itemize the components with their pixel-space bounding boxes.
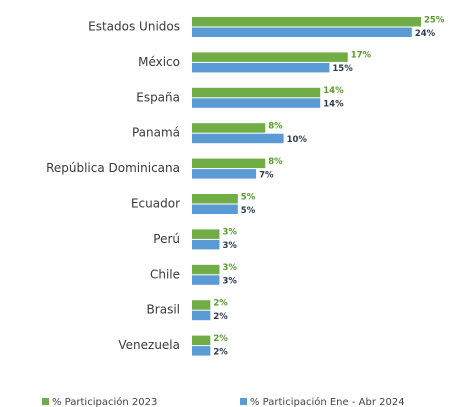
category-label: Estados Unidos xyxy=(88,20,180,34)
bar xyxy=(192,346,211,356)
bar xyxy=(192,229,220,239)
bar xyxy=(192,335,211,346)
legend-label: % Participación 2023 xyxy=(52,396,157,407)
value-label: 8% xyxy=(268,121,283,131)
value-label: 14% xyxy=(323,86,344,96)
bar xyxy=(192,169,257,179)
category-label: Chile xyxy=(150,267,180,281)
category-label: España xyxy=(136,90,180,104)
bar xyxy=(192,52,348,62)
legend-swatch xyxy=(240,398,247,405)
category-label: República Dominicana xyxy=(46,161,180,175)
value-label: 25% xyxy=(424,15,445,25)
category-label: Brasil xyxy=(147,303,180,317)
value-label: 8% xyxy=(268,157,283,167)
bar xyxy=(192,194,238,204)
value-label: 24% xyxy=(415,29,436,39)
value-label: 3% xyxy=(222,263,237,273)
bar xyxy=(192,62,330,73)
bar xyxy=(192,158,266,169)
category-label: Panamá xyxy=(132,126,180,140)
value-label: 15% xyxy=(332,64,353,74)
value-label: 2% xyxy=(213,312,228,322)
value-label: 3% xyxy=(222,277,237,287)
bar xyxy=(192,123,266,133)
value-label: 5% xyxy=(241,206,256,216)
bar xyxy=(192,275,220,285)
value-label: 17% xyxy=(351,51,372,61)
value-label: 3% xyxy=(222,241,237,251)
bar xyxy=(192,17,421,27)
value-label: 3% xyxy=(222,228,237,238)
bar xyxy=(192,310,211,321)
value-label: 10% xyxy=(287,135,308,145)
value-label: 14% xyxy=(323,100,344,110)
value-label: 5% xyxy=(241,192,256,202)
bar xyxy=(192,239,220,250)
category-label: Perú xyxy=(153,232,180,246)
category-label: Ecuador xyxy=(131,197,180,211)
category-label: Venezuela xyxy=(118,338,180,352)
value-label: 2% xyxy=(213,298,228,308)
value-label: 7% xyxy=(259,170,274,180)
bar xyxy=(192,300,211,310)
bar xyxy=(192,133,284,144)
bar xyxy=(192,27,412,37)
bar xyxy=(192,264,220,275)
category-label: México xyxy=(138,55,180,69)
value-label: 2% xyxy=(213,347,228,357)
legend-label: % Participación Ene - Abr 2024 xyxy=(250,396,405,407)
bar xyxy=(192,87,321,98)
value-label: 2% xyxy=(213,334,228,344)
bar xyxy=(192,98,321,108)
bar xyxy=(192,204,238,214)
legend-swatch xyxy=(42,398,49,405)
